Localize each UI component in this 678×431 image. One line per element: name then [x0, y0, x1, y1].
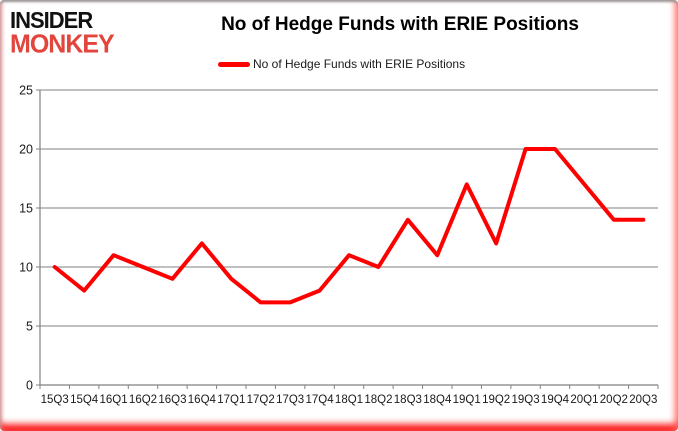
x-tick-label: 16Q4 [188, 394, 217, 406]
x-tick-label: 18Q4 [423, 394, 452, 406]
y-tick-label: 20 [19, 143, 33, 157]
series-line [52, 147, 646, 305]
insider-monkey-logo: INSIDER MONKEY [10, 6, 115, 59]
legend-line-swatch [218, 61, 250, 67]
x-tick-label: 19Q3 [512, 394, 540, 406]
x-tick-label: 20Q1 [570, 394, 598, 406]
logo-monkey-text: MONKEY [10, 29, 115, 59]
logo-insider-text: INSIDER [10, 6, 93, 34]
x-tick-label: 15Q4 [70, 394, 99, 406]
legend-label: No of Hedge Funds with ERIE Positions [253, 57, 466, 71]
chart-title: No of Hedge Funds with ERIE Positions [221, 14, 579, 35]
x-tick-label: 18Q3 [394, 394, 422, 406]
x-tick-label: 17Q1 [217, 394, 245, 406]
legend: No of Hedge Funds with ERIE Positions [218, 57, 465, 71]
x-tick-label: 17Q3 [276, 394, 304, 406]
y-tick-label: 10 [19, 261, 33, 275]
y-tick-label: 25 [19, 84, 33, 98]
x-tick-label: 18Q2 [364, 394, 392, 406]
x-tick-label: 19Q2 [482, 394, 510, 406]
x-tick-label: 19Q1 [453, 394, 481, 406]
x-tick-label: 16Q3 [158, 394, 186, 406]
x-tick-label: 15Q3 [41, 394, 69, 406]
x-tick-label: 17Q2 [247, 394, 275, 406]
x-tick-label: 20Q3 [629, 394, 657, 406]
x-tick-label: 20Q2 [600, 394, 628, 406]
x-tick-label: 16Q1 [100, 394, 128, 406]
x-tick-label: 16Q2 [129, 394, 157, 406]
y-tick-label: 5 [26, 320, 33, 334]
x-tick-label: 17Q4 [306, 394, 335, 406]
x-tick-label: 18Q1 [335, 394, 363, 406]
y-tick-label: 0 [26, 379, 33, 393]
x-tick-label: 19Q4 [541, 394, 570, 406]
y-tick-label: 15 [19, 202, 33, 216]
